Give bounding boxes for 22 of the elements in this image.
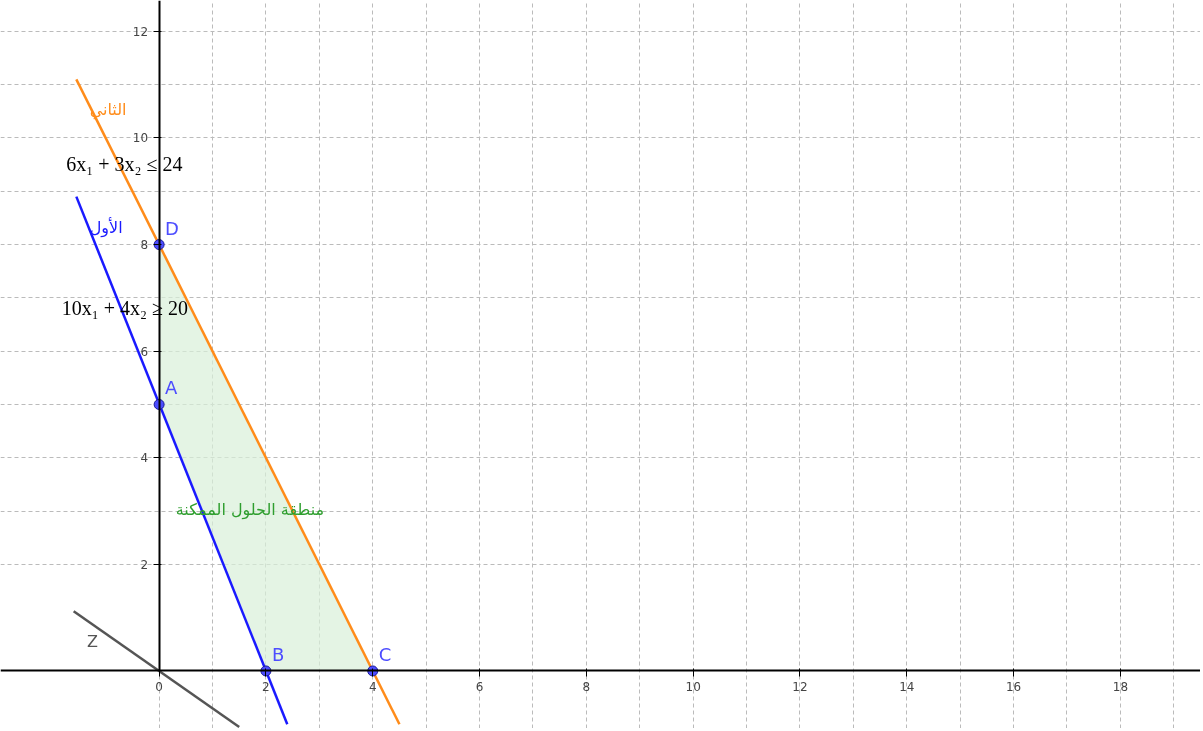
x-tick-label: 16 (1005, 679, 1022, 694)
y-tick-label: 2 (140, 557, 149, 572)
y-tick-label: 10 (132, 131, 149, 146)
y-tick-label: 6 (140, 344, 149, 359)
x-tick-label: 0 (155, 679, 163, 694)
y-tick-label: 4 (140, 451, 149, 466)
x-tick-label: 2 (262, 679, 270, 694)
y-tick-label: 8 (140, 238, 149, 253)
x-tick-label: 18 (1112, 679, 1129, 694)
x-tick-label: 14 (899, 679, 915, 694)
x-tick-label: 10 (685, 679, 701, 694)
series-label: C (378, 643, 392, 665)
series-label: A (165, 377, 179, 399)
series-label: Z (87, 632, 99, 652)
series-label: B (271, 643, 285, 665)
x-tick-label: 8 (582, 679, 591, 694)
x-tick-label: 12 (792, 679, 808, 694)
x-tick-label: 4 (368, 679, 377, 694)
y-tick-label: 12 (132, 24, 149, 39)
series-label: الأول (89, 216, 123, 238)
x-tick-label: 6 (475, 679, 484, 694)
series-label: D (165, 217, 179, 239)
